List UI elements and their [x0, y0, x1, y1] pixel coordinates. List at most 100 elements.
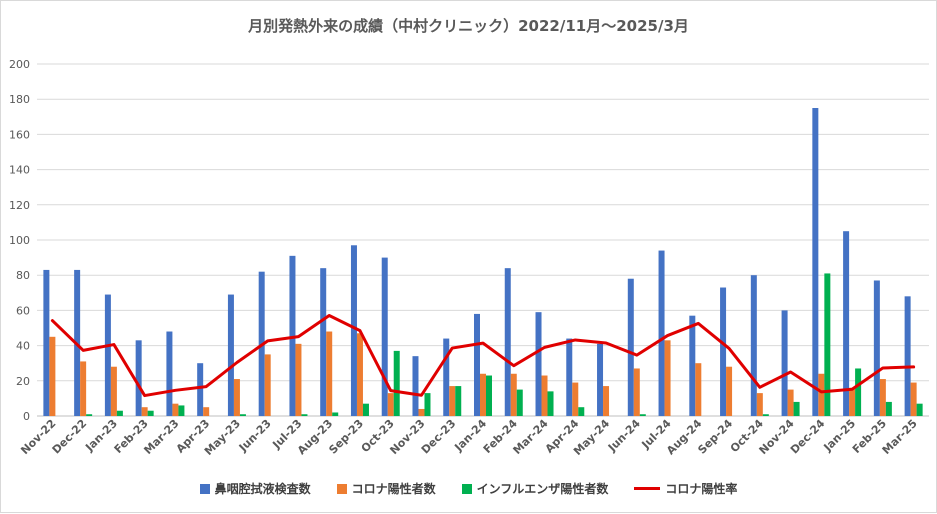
bar	[49, 336, 56, 416]
bar	[843, 231, 850, 416]
bar	[233, 379, 240, 416]
chart-legend: 鼻咽腔拭液検査数 コロナ陽性者数 インフルエンザ陽性者数 コロナ陽性率	[1, 480, 936, 497]
bar	[627, 278, 634, 416]
bar	[879, 379, 886, 416]
bar	[689, 315, 696, 416]
bar	[455, 386, 462, 416]
bar	[43, 269, 50, 416]
bar	[916, 403, 923, 416]
legend-label-flu-positive: インフルエンザ陽性者数	[476, 482, 609, 496]
x-tick-label: Dec-24	[788, 417, 828, 457]
y-tick-label: 80	[16, 269, 30, 282]
bar	[135, 340, 142, 416]
chart-title: 月別発熱外来の成績（中村クリニック）2022/11月～2025/3月	[248, 17, 689, 35]
bar	[289, 255, 296, 416]
bar	[535, 312, 542, 416]
bar	[387, 393, 394, 416]
bar	[658, 250, 665, 416]
legend-item-covid-positive: コロナ陽性者数	[336, 480, 436, 497]
series-line	[50, 314, 916, 398]
bar	[116, 410, 123, 416]
bar	[885, 401, 892, 416]
legend-item-flu-positive: インフルエンザ陽性者数	[461, 480, 609, 497]
bar	[295, 343, 302, 416]
bar	[227, 294, 234, 416]
bar	[80, 361, 87, 416]
bar	[510, 373, 517, 416]
bar	[356, 333, 363, 416]
bar	[904, 296, 911, 416]
bar	[474, 313, 480, 416]
legend-swatch-flu-positive	[461, 483, 472, 494]
bar	[424, 393, 431, 416]
y-tick-label: 20	[16, 375, 30, 388]
x-tick-label: Mar-24	[511, 417, 551, 457]
bar	[104, 294, 111, 416]
bar	[203, 407, 210, 416]
bar	[332, 412, 339, 416]
bar	[695, 363, 702, 416]
bar	[756, 393, 763, 416]
y-tick-label: 120	[9, 199, 30, 212]
bar	[141, 407, 148, 416]
bar	[824, 273, 831, 416]
bar	[86, 414, 93, 416]
x-tick-label: Sep-24	[695, 417, 735, 457]
bar	[239, 414, 246, 416]
legend-label-swab-tests: 鼻咽腔拭液検査数	[214, 482, 311, 496]
bar	[664, 340, 671, 416]
bar	[393, 350, 400, 416]
bar	[504, 268, 511, 416]
y-tick-label: 180	[9, 93, 30, 106]
bar	[639, 414, 646, 416]
legend-item-swab-tests: 鼻咽腔拭液検査数	[199, 480, 311, 497]
bar	[197, 363, 204, 416]
bar	[750, 275, 757, 416]
bar	[350, 245, 357, 416]
legend-label-covid-rate: コロナ陽性率	[665, 482, 738, 496]
bar	[326, 331, 333, 416]
bar	[178, 405, 185, 416]
legend-item-covid-rate: コロナ陽性率	[634, 480, 737, 497]
x-tick-label: Dec-23	[419, 417, 459, 457]
y-tick-label: 0	[23, 410, 30, 423]
bar	[172, 403, 179, 416]
y-tick-label: 60	[16, 304, 30, 317]
x-tick-label: Sep-23	[326, 417, 366, 457]
y-tick-label: 100	[9, 234, 30, 247]
bar	[418, 408, 425, 416]
bar	[449, 386, 456, 416]
x-tick-label: Jun-24	[605, 417, 643, 455]
legend-swatch-swab-tests	[199, 483, 210, 494]
x-tick-label: Dec-22	[50, 417, 90, 457]
bar	[855, 368, 862, 416]
bar	[726, 366, 733, 416]
bar	[578, 407, 585, 416]
bar	[910, 382, 917, 416]
legend-swatch-covid-rate	[634, 487, 661, 490]
legend-swatch-covid-positive	[336, 483, 347, 494]
bar	[147, 410, 154, 416]
x-tick-label: Jun-23	[236, 417, 274, 455]
bar	[301, 414, 308, 416]
bar	[603, 386, 610, 416]
bar	[362, 403, 369, 416]
bar	[320, 268, 327, 416]
y-tick-label: 140	[9, 164, 30, 177]
bar	[516, 389, 523, 416]
bar	[381, 257, 388, 416]
bar	[547, 391, 554, 416]
bar	[818, 373, 825, 416]
bar	[633, 368, 640, 416]
bar	[166, 331, 173, 416]
bar	[787, 389, 794, 416]
bar	[110, 366, 117, 416]
bar	[597, 343, 604, 416]
bar	[443, 338, 450, 416]
bar	[566, 338, 573, 416]
bar	[793, 401, 800, 416]
y-tick-label: 200	[9, 58, 30, 71]
bar	[572, 382, 579, 416]
